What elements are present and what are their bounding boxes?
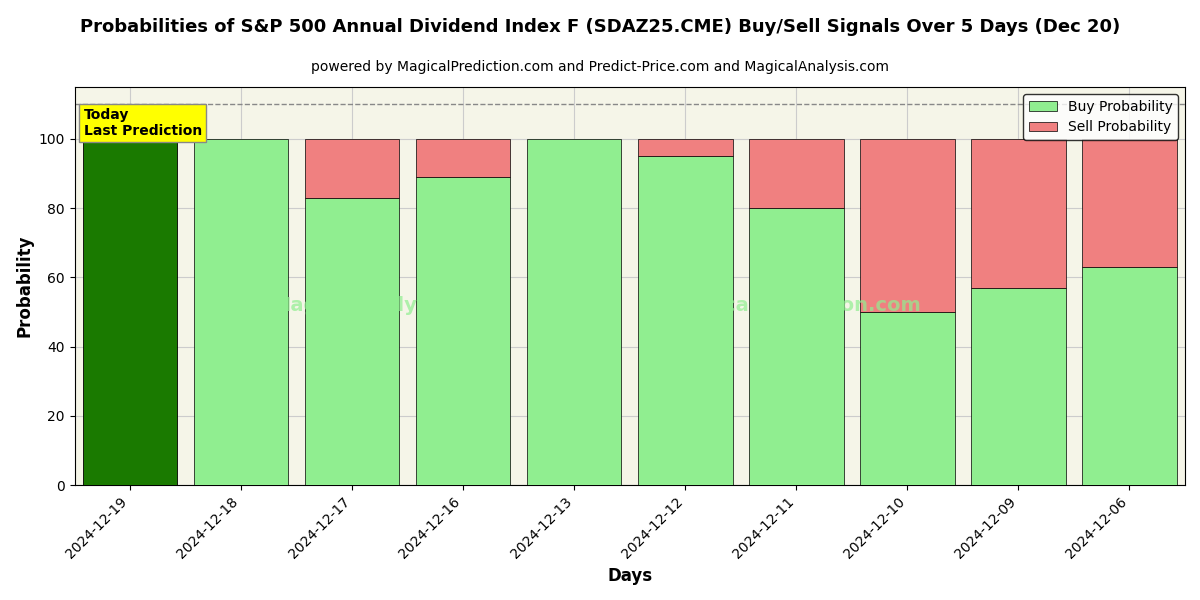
Bar: [416, 177, 510, 485]
Bar: [971, 139, 1066, 288]
X-axis label: Days: Days: [607, 567, 653, 585]
Text: Probabilities of S&P 500 Annual Dividend Index F (SDAZ25.CME) Buy/Sell Signals O: Probabilities of S&P 500 Annual Dividend…: [80, 18, 1120, 36]
Bar: [305, 139, 400, 198]
Bar: [638, 156, 732, 485]
Bar: [860, 139, 955, 312]
Bar: [860, 312, 955, 485]
Text: powered by MagicalPrediction.com and Predict-Price.com and MagicalAnalysis.com: powered by MagicalPrediction.com and Pre…: [311, 60, 889, 74]
Text: MagicalPrediction.com: MagicalPrediction.com: [672, 296, 922, 316]
Bar: [83, 139, 178, 485]
Bar: [1082, 267, 1177, 485]
Legend: Buy Probability, Sell Probability: Buy Probability, Sell Probability: [1024, 94, 1178, 140]
Bar: [305, 198, 400, 485]
Bar: [638, 139, 732, 156]
Text: Today
Last Prediction: Today Last Prediction: [84, 108, 202, 138]
Bar: [749, 139, 844, 208]
Bar: [416, 139, 510, 177]
Bar: [1082, 139, 1177, 267]
Bar: [527, 139, 622, 485]
Y-axis label: Probability: Probability: [16, 235, 34, 337]
Bar: [971, 288, 1066, 485]
Bar: [194, 139, 288, 485]
Text: MagicalAnalysis.com: MagicalAnalysis.com: [271, 296, 499, 316]
Bar: [749, 208, 844, 485]
